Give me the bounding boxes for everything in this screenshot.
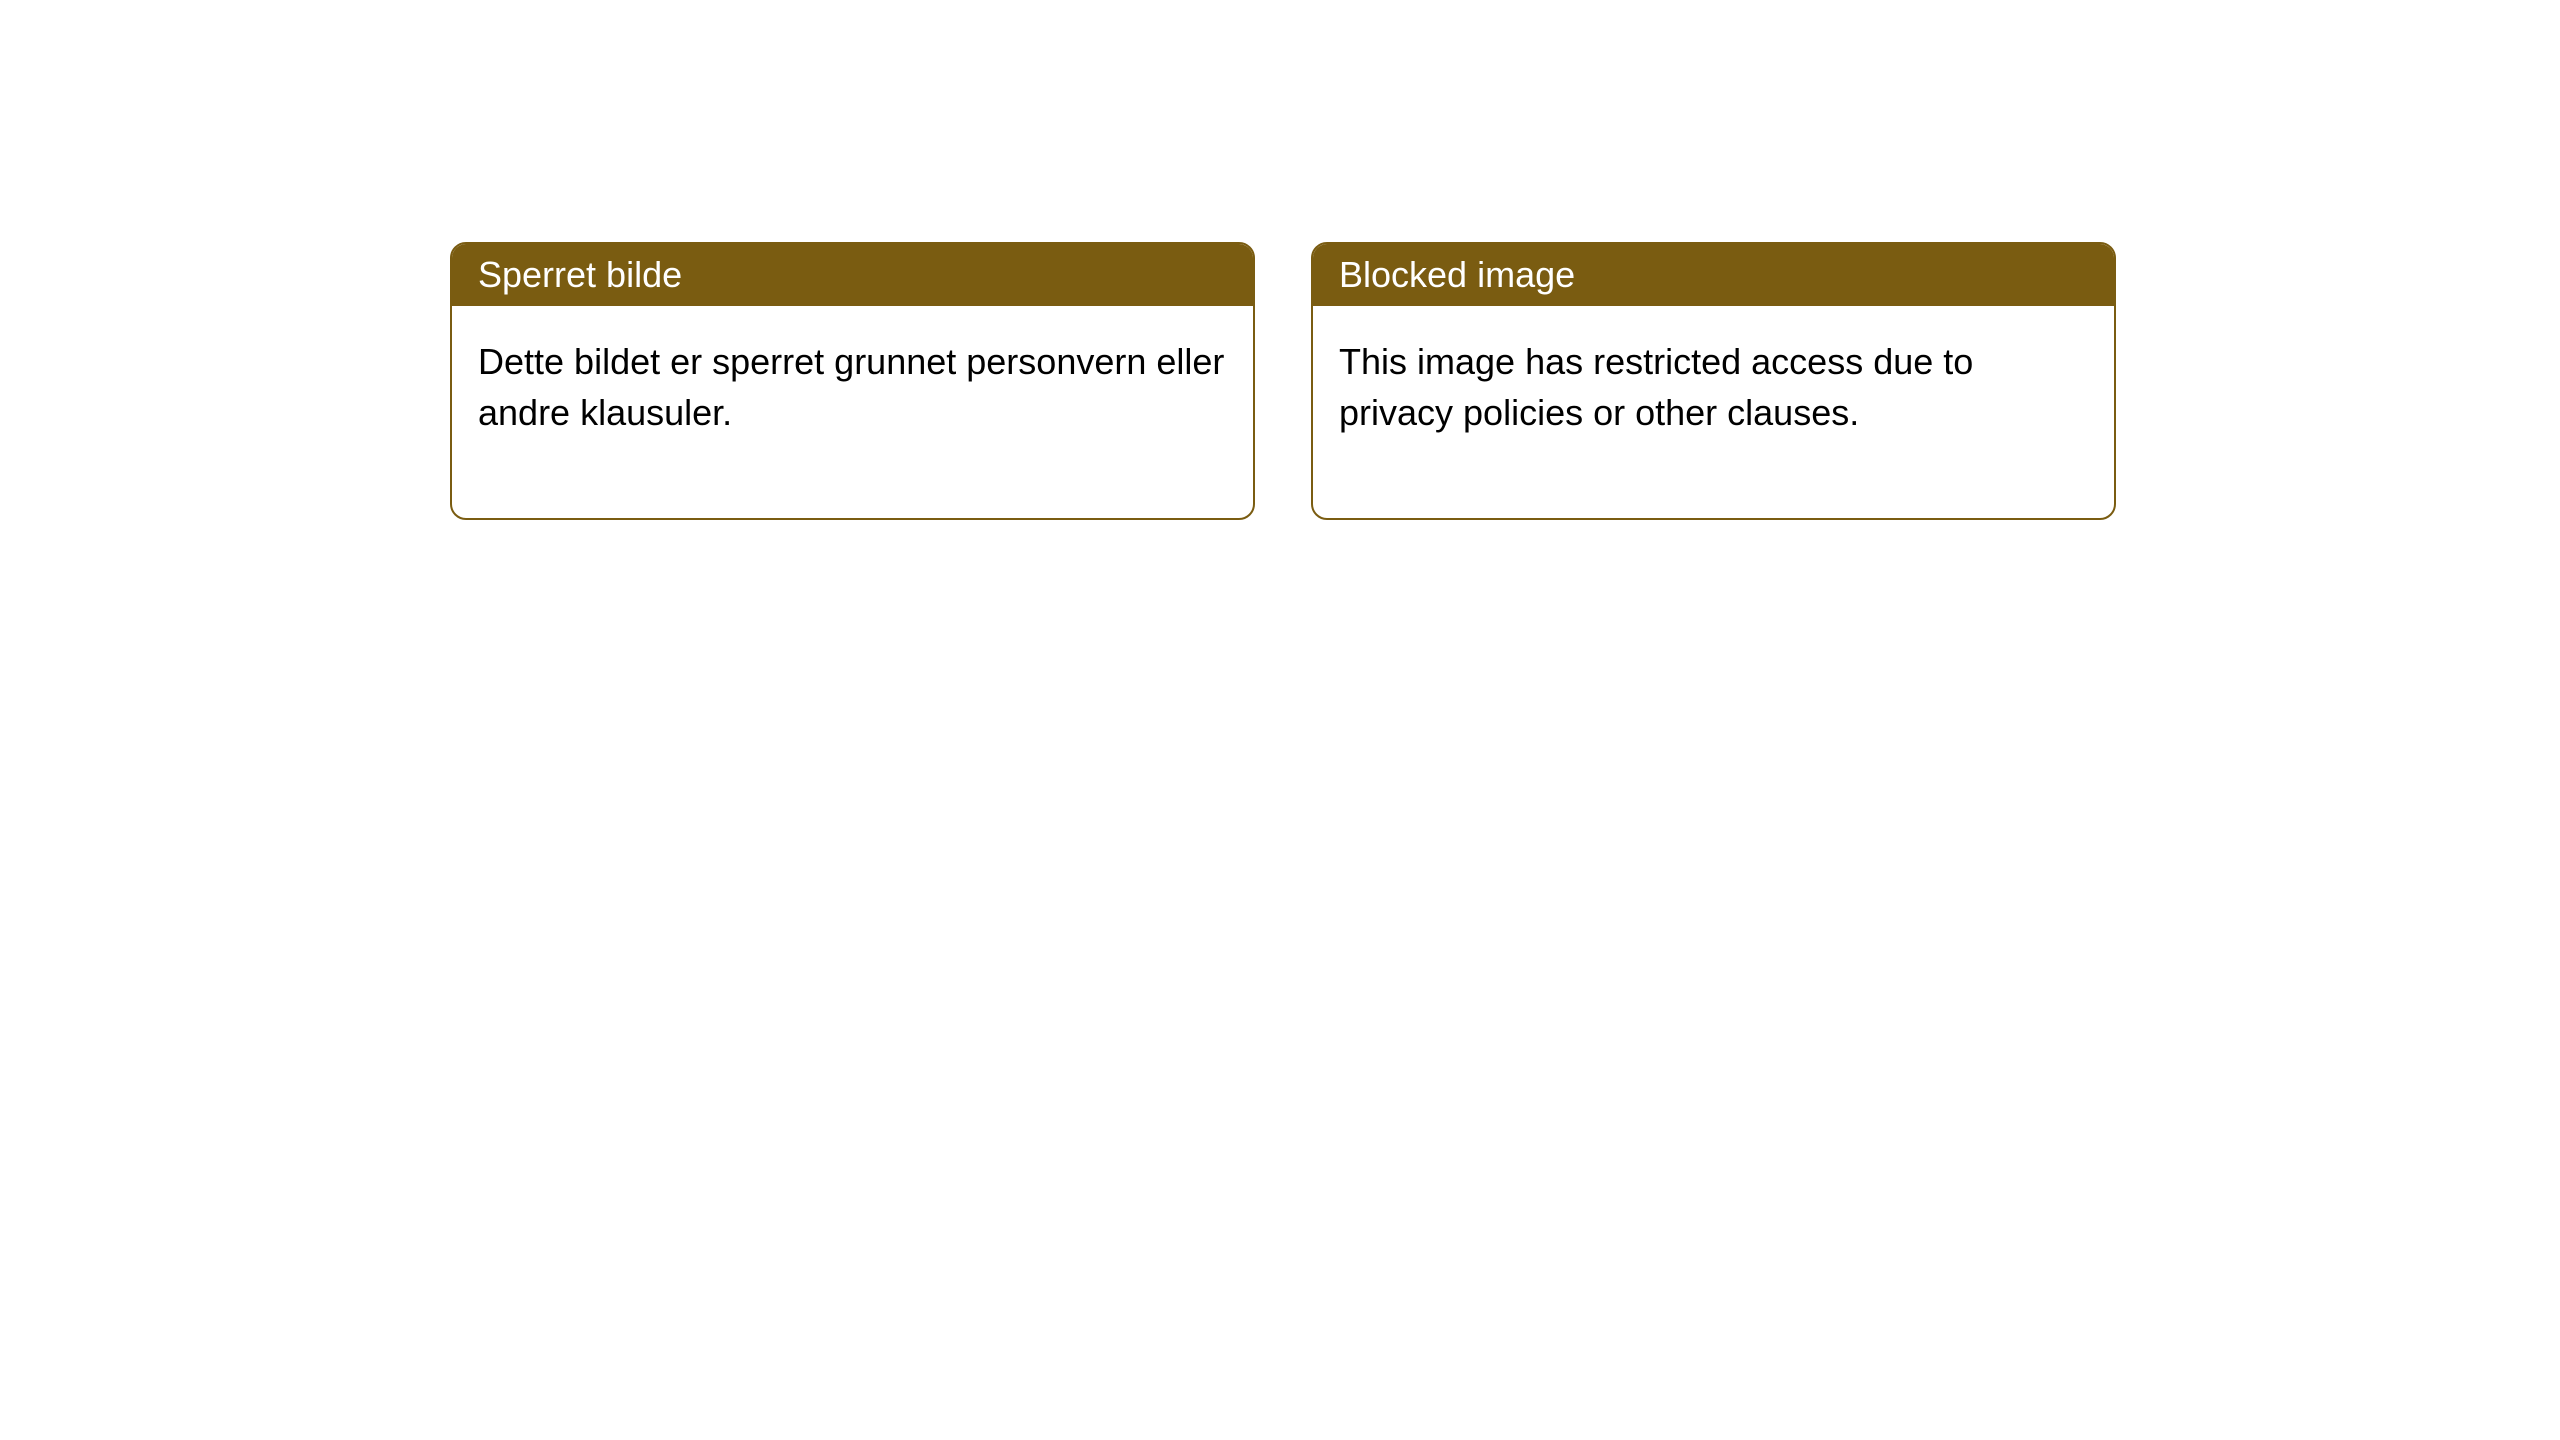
- notice-card-no: Sperret bilde Dette bildet er sperret gr…: [450, 242, 1255, 520]
- notice-container: Sperret bilde Dette bildet er sperret gr…: [0, 0, 2560, 520]
- notice-card-en: Blocked image This image has restricted …: [1311, 242, 2116, 520]
- notice-header-en: Blocked image: [1313, 244, 2114, 306]
- notice-header-no: Sperret bilde: [452, 244, 1253, 306]
- notice-body-en: This image has restricted access due to …: [1313, 306, 2114, 518]
- notice-body-no: Dette bildet er sperret grunnet personve…: [452, 306, 1253, 518]
